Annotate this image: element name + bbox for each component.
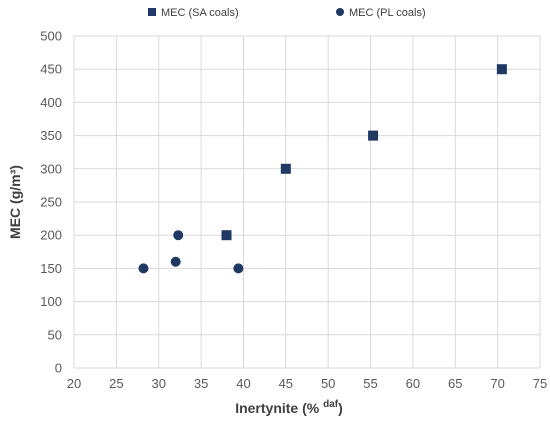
data-point-square — [221, 230, 232, 241]
y-axis-title: MEC (g/m³) — [7, 165, 23, 239]
y-tick-label: 350 — [40, 128, 62, 143]
y-tick-label: 200 — [40, 228, 62, 243]
x-tick-label: 40 — [236, 376, 250, 391]
x-axis-title-sup: daf — [323, 399, 339, 410]
x-tick-label: 35 — [194, 376, 208, 391]
data-point-circle — [173, 230, 184, 241]
y-tick-label: 100 — [40, 294, 62, 309]
x-tick-label: 70 — [490, 376, 504, 391]
point-layer — [138, 64, 507, 274]
y-tick-label: 0 — [55, 361, 62, 376]
y-tick-label: 500 — [40, 29, 62, 44]
y-tick-label: 250 — [40, 195, 62, 210]
x-tick-label: 55 — [363, 376, 377, 391]
tick-layer: 20 25 30 35 40 45 50 55 60 65 70 75 0 50 100 150 200 250 3… — [40, 29, 547, 392]
x-axis-title-main: Inertynite (% — [235, 400, 323, 416]
legend-label: MEC (SA coals) — [161, 7, 239, 19]
x-axis-title: Inertynite (% daf) — [235, 399, 343, 416]
legend: MEC (SA coals) MEC (PL coals) — [148, 7, 426, 19]
legend-label: MEC (PL coals) — [349, 7, 426, 19]
legend-marker-circle — [336, 8, 344, 16]
x-axis-title-end: ) — [338, 400, 343, 416]
legend-marker-square — [148, 8, 156, 16]
data-point-square — [280, 163, 291, 174]
x-tick-label: 65 — [448, 376, 462, 391]
data-point-circle — [233, 263, 244, 274]
data-point-circle — [138, 263, 149, 274]
y-tick-label: 150 — [40, 261, 62, 276]
x-tick-label: 25 — [109, 376, 123, 391]
y-tick-label: 400 — [40, 95, 62, 110]
x-tick-label: 75 — [533, 376, 547, 391]
y-tick-label: 300 — [40, 161, 62, 176]
x-tick-label: 20 — [67, 376, 81, 391]
y-tick-label: 450 — [40, 62, 62, 77]
x-tick-label: 50 — [321, 376, 335, 391]
y-tick-label: 50 — [48, 327, 62, 342]
x-tick-label: 60 — [406, 376, 420, 391]
x-tick-label: 45 — [279, 376, 293, 391]
grid-layer — [73, 35, 541, 369]
data-point-square — [496, 64, 507, 75]
x-tick-label: 30 — [151, 376, 165, 391]
data-point-circle — [170, 256, 181, 267]
data-point-square — [368, 130, 379, 141]
